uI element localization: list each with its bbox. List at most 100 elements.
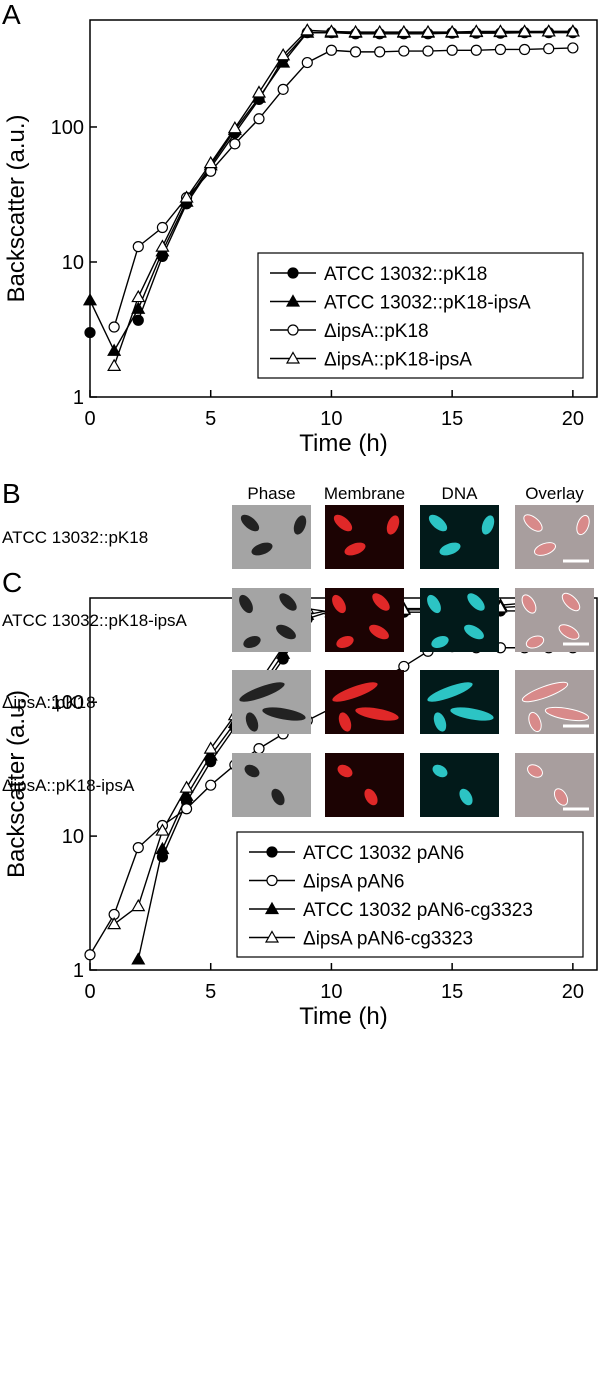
cell (467, 593, 485, 611)
cell (528, 711, 542, 733)
marker (132, 314, 144, 326)
cell (576, 514, 590, 536)
x-axis-label: Time (h) (299, 430, 387, 457)
cell (427, 594, 441, 614)
marker (276, 646, 291, 659)
cell (372, 593, 390, 611)
x-tick-label: 10 (320, 408, 342, 430)
cell (481, 515, 495, 535)
marker (325, 44, 338, 56)
cell (369, 624, 389, 640)
micrograph (325, 505, 404, 569)
marker (156, 221, 169, 234)
marker (205, 779, 217, 791)
marker (155, 841, 170, 855)
cell (336, 635, 354, 649)
cell (338, 712, 352, 732)
cell (558, 624, 580, 640)
marker (179, 190, 194, 203)
marker (543, 43, 555, 55)
x-tick-label: 20 (562, 408, 584, 430)
x-tick-label: 5 (205, 408, 216, 430)
marker (422, 45, 434, 57)
marker (155, 823, 170, 836)
micrograph (420, 670, 499, 734)
marker (285, 294, 301, 307)
marker (446, 44, 458, 56)
cell (464, 624, 484, 640)
cell (427, 682, 473, 702)
micrograph (325, 753, 404, 817)
marker (203, 748, 218, 761)
marker (372, 24, 387, 38)
y-tick-label: 1 (73, 387, 84, 409)
cell (386, 515, 400, 535)
row-label: ATCC 13032::pK18-ipsA (2, 611, 188, 630)
y-tick-label: 100 (51, 692, 84, 714)
micrograph (232, 753, 311, 817)
marker (131, 952, 146, 965)
x-tick-label: 20 (562, 981, 584, 1003)
marker (84, 326, 96, 339)
cell (332, 682, 378, 702)
marker (253, 113, 265, 125)
marker (517, 24, 532, 37)
legend-label: ATCC 13032 pAN6 (303, 843, 464, 864)
column-label: DNA (442, 484, 479, 503)
marker (131, 301, 146, 314)
panel-letter: B (2, 478, 21, 509)
marker (229, 138, 241, 150)
cell (450, 707, 494, 721)
column-label: Overlay (525, 484, 584, 503)
marker (155, 239, 170, 252)
cell (239, 594, 253, 614)
marker (494, 43, 507, 56)
cell (521, 594, 537, 614)
y-tick-label: 1 (73, 960, 84, 982)
micrograph (420, 753, 499, 817)
marker (287, 267, 299, 279)
marker (179, 788, 194, 801)
row-label: ΔipsA::pK18 (2, 693, 96, 712)
y-axis-label: Backscatter (a.u.) (3, 114, 30, 302)
marker (300, 23, 315, 36)
marker (276, 48, 291, 61)
cell (527, 764, 543, 778)
marker (180, 803, 193, 815)
legend-label: ATCC 13032::pK18 (324, 264, 487, 285)
marker (374, 46, 386, 58)
cell (245, 712, 259, 732)
legend-box (257, 252, 584, 379)
panel-letter: A (2, 0, 21, 30)
cell (523, 514, 543, 532)
marker (398, 660, 410, 673)
cell (439, 542, 461, 556)
micrograph (232, 505, 311, 569)
y-tick-label: 100 (51, 117, 84, 139)
micrograph (325, 670, 404, 734)
marker (203, 155, 218, 169)
x-tick-label: 15 (441, 408, 463, 430)
micrograph (420, 505, 499, 569)
cell (553, 788, 569, 806)
cell (525, 635, 545, 649)
x-tick-label: 15 (441, 981, 463, 1003)
cell (337, 764, 353, 778)
y-tick-label: 10 (62, 826, 84, 848)
marker (541, 24, 556, 37)
marker (324, 24, 339, 37)
legend-label: ΔipsA::pK18-ipsA (324, 350, 472, 371)
column-label: Phase (247, 484, 295, 503)
cell (521, 681, 569, 703)
micrograph (232, 670, 311, 734)
marker (266, 846, 278, 858)
marker (84, 949, 96, 961)
cell (244, 764, 260, 778)
marker (264, 901, 280, 915)
cell (431, 635, 449, 649)
marker (398, 45, 410, 57)
marker (285, 351, 301, 364)
marker (82, 293, 98, 306)
cell (239, 682, 285, 702)
x-tick-label: 5 (205, 981, 216, 1003)
